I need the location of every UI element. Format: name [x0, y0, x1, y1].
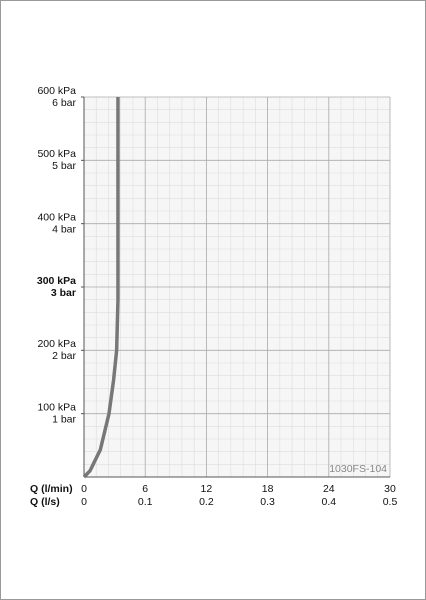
x2-tick-label: 0.2 — [199, 496, 214, 508]
x-tick-label: 30 — [384, 483, 396, 495]
x-tick-label: 18 — [262, 483, 274, 495]
y-tick-label: 300 kPa — [37, 275, 76, 287]
y2-tick-label: 4 bar — [52, 223, 76, 235]
x2-tick-label: 0.1 — [138, 496, 153, 508]
y-tick-label: 500 kPa — [37, 148, 76, 160]
x-tick-label: 0 — [81, 483, 87, 495]
y2-tick-label: 6 bar — [52, 97, 76, 109]
x2-tick-label: 0.3 — [260, 496, 275, 508]
x-tick-label: 24 — [323, 483, 335, 495]
x-tick-label: 12 — [201, 483, 213, 495]
curve — [82, 97, 120, 479]
y-tick-label: 400 kPa — [37, 211, 76, 223]
y-tick-label: 600 kPa — [37, 85, 76, 97]
x-tick-label: 6 — [142, 483, 148, 495]
y2-tick-label: 3 bar — [51, 287, 76, 299]
annotation: 1030FS-104 — [329, 463, 387, 475]
x2-axis-title: Q (l/s) — [30, 496, 60, 508]
y2-tick-label: 2 bar — [52, 350, 76, 362]
y-tick-label: 200 kPa — [37, 338, 76, 350]
x2-tick-label: 0 — [81, 496, 87, 508]
y2-tick-label: 5 bar — [52, 160, 76, 172]
y-tick-label: 100 kPa — [37, 401, 76, 413]
x2-tick-label: 0.5 — [383, 496, 398, 508]
y2-tick-label: 1 bar — [52, 413, 76, 425]
x-axis-title: Q (l/min) — [30, 483, 73, 495]
x2-tick-label: 0.4 — [321, 496, 336, 508]
